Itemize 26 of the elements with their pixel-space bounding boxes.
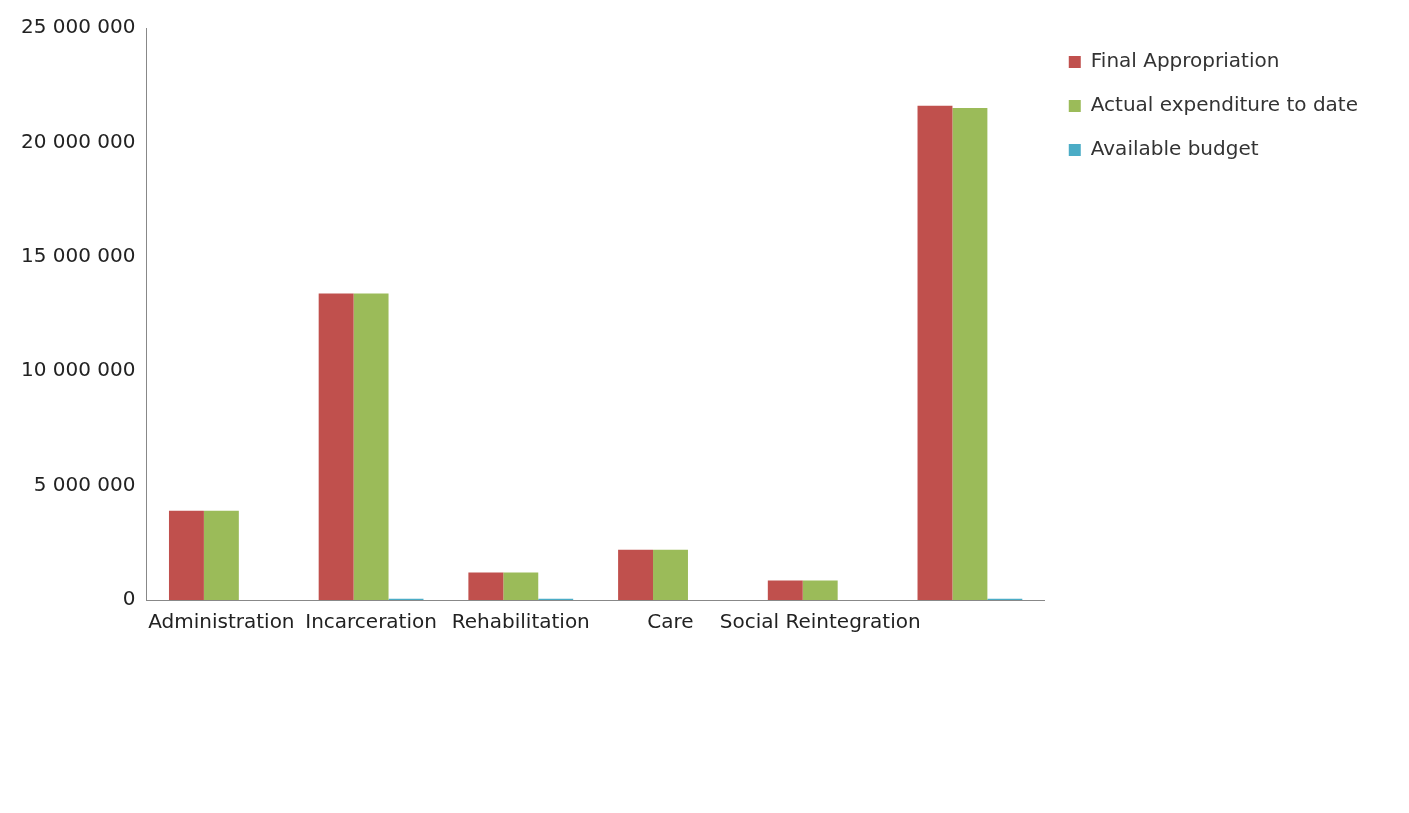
legend-label: Final Appropriation — [1090, 48, 1280, 73]
bar — [952, 108, 988, 600]
y-tick-label: 15 000 000 — [21, 243, 136, 267]
bar — [318, 293, 354, 600]
bar — [767, 580, 803, 600]
legend-label: Available budget — [1090, 136, 1259, 161]
y-tick-label: 5 000 000 — [33, 471, 136, 496]
bar — [618, 549, 654, 600]
bar — [353, 293, 389, 600]
y-tick-label: 25 000 000 — [21, 14, 136, 39]
bar — [468, 572, 504, 600]
legend-label: Actual expenditure to date — [1090, 92, 1359, 117]
bar — [503, 572, 539, 600]
x-tick-label: Rehabilitation — [451, 609, 590, 634]
bar — [653, 549, 688, 600]
bar — [203, 510, 239, 600]
y-tick-label: 10 000 000 — [21, 357, 136, 382]
x-tick-label: Social Reintegration — [719, 609, 921, 634]
bar — [168, 510, 204, 600]
y-tick-label: 0 — [122, 586, 136, 611]
bar — [917, 105, 953, 600]
x-tick-label: Care — [647, 609, 694, 634]
bar — [802, 580, 838, 600]
x-tick-label: Administration — [148, 609, 295, 634]
y-tick-label: 20 000 000 — [21, 128, 136, 153]
x-tick-label: Incarceration — [305, 609, 437, 634]
